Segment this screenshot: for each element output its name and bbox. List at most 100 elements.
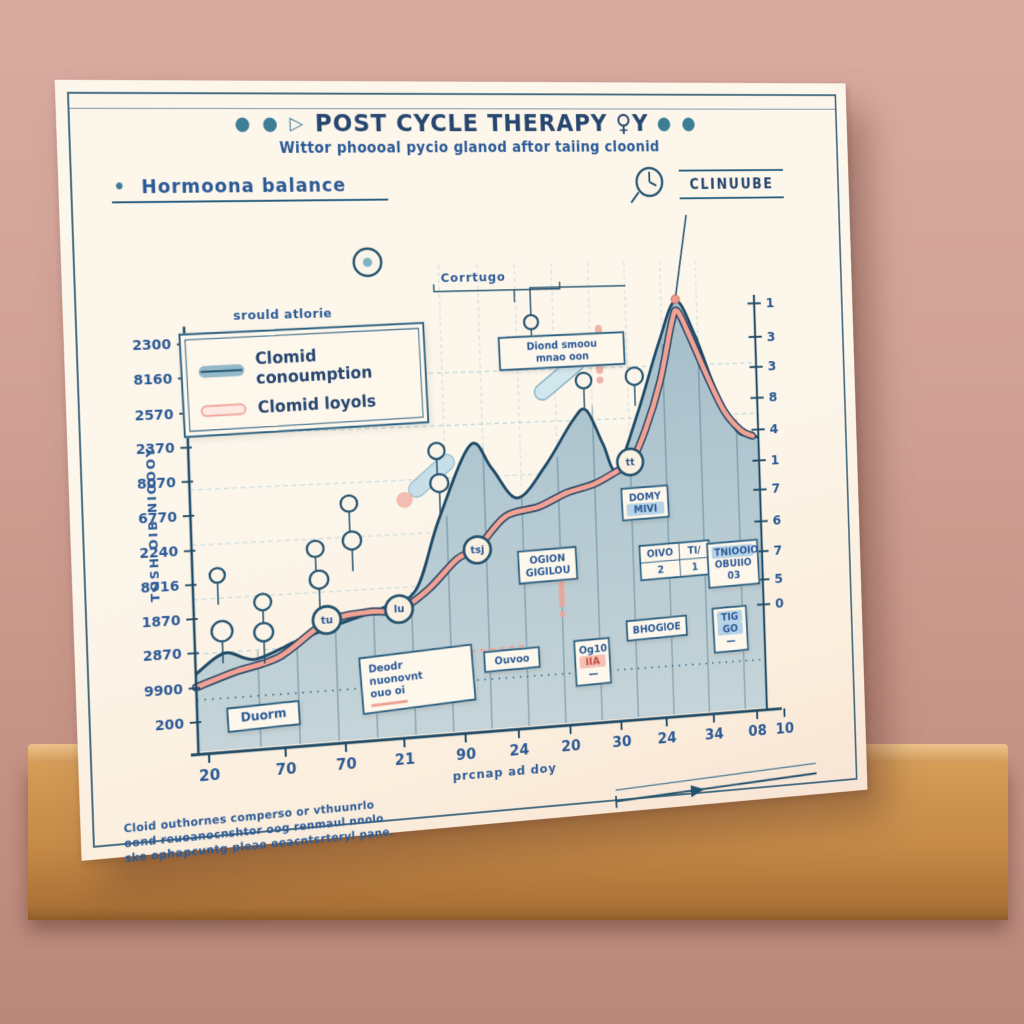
y-axis-tick-label: 9900 bbox=[144, 682, 184, 700]
annotation-box-diond: Diond smoou mnao oon bbox=[497, 331, 626, 372]
header-row: • Hormoona balance CLINUUBE bbox=[111, 162, 807, 212]
consumption-marker bbox=[342, 531, 361, 550]
y-axis-tick-label: 2370 bbox=[135, 441, 175, 458]
annotation-cell: 1 bbox=[679, 556, 710, 576]
x-axis-tick-label: 90 bbox=[456, 746, 476, 764]
consumption-marker bbox=[254, 622, 273, 641]
y-tick-right bbox=[757, 604, 770, 605]
lollipop-stick bbox=[440, 492, 441, 513]
y-axis-right-tick-label: 7 bbox=[771, 482, 780, 497]
y-axis-right-tick-label: 7 bbox=[773, 544, 782, 559]
peak-dot bbox=[671, 295, 680, 304]
title-text: POST CYCLE THERAPY ♀Y bbox=[314, 109, 649, 138]
y-axis-tick-label: 2870 bbox=[143, 647, 183, 665]
y-axis-tick-label: 200 bbox=[155, 716, 185, 734]
curve-marker-label: tt bbox=[626, 457, 635, 468]
x-axis-tick-label: 21 bbox=[395, 750, 416, 768]
y-axis-right-tick-label: 1 bbox=[770, 453, 779, 468]
annotation-line: Duorm bbox=[240, 706, 288, 726]
y-axis-right-tick-label: 4 bbox=[769, 422, 778, 437]
annotation-box-ogion: OGION GIGILOU bbox=[516, 545, 579, 586]
y-tick bbox=[189, 688, 200, 689]
annotation-line: BHOGlOE bbox=[632, 619, 682, 637]
annotation-box-ogio: Og10 IIA — bbox=[573, 636, 613, 687]
y-axis-tick-label: 6770 bbox=[138, 510, 178, 527]
lollipop-stick bbox=[584, 388, 585, 409]
x-axis-tick-label: 20 bbox=[199, 766, 221, 785]
y-axis-right-tick-label: 1 bbox=[766, 296, 775, 310]
consumption-marker bbox=[254, 593, 271, 610]
exclamation-icon-dot bbox=[596, 376, 604, 384]
x-axis-tick-label: 08 bbox=[748, 722, 767, 740]
x-axis-title: prcnap ad doy bbox=[453, 761, 557, 784]
curve-marker-label: tu bbox=[321, 615, 333, 627]
curve-marker-label: lu bbox=[394, 604, 405, 616]
x-axis-tick-label: 24 bbox=[509, 741, 529, 759]
consumption-marker bbox=[307, 540, 324, 557]
circle-dot-icon bbox=[353, 249, 381, 277]
gridline-v bbox=[514, 264, 521, 485]
legend-item-levels: Clomid loyols bbox=[200, 390, 413, 422]
y-axis-tick-label: 8716 bbox=[140, 579, 179, 597]
consumption-marker bbox=[211, 620, 233, 642]
x-axis-tick-label: 70 bbox=[275, 760, 296, 779]
y-axis-right-tick-label: 3 bbox=[768, 360, 777, 375]
connector-line bbox=[530, 286, 626, 316]
curve-marker bbox=[313, 606, 342, 635]
title-suffix-icons: ● ● bbox=[656, 113, 699, 134]
note-above-legend: srould atlorie bbox=[232, 306, 333, 324]
annotation-box-maoolo: TNIOOIO OBUIIO 03 bbox=[706, 538, 761, 589]
y-tick bbox=[187, 653, 198, 654]
y-tick bbox=[185, 585, 196, 586]
consumption-marker bbox=[309, 570, 328, 589]
chart-card: ● ● ▷ POST CYCLE THERAPY ♀Y ● ● Wittor p… bbox=[54, 79, 868, 865]
legend-inner: Clomid conoumption Clomid loyols bbox=[184, 327, 424, 432]
y-tick bbox=[190, 722, 201, 723]
legend-swatch-pink-line bbox=[200, 402, 247, 418]
y-axis-right-tick-label: 6 bbox=[772, 514, 781, 529]
x-axis-tick-label: 20 bbox=[561, 737, 581, 755]
clock-icon bbox=[628, 163, 669, 206]
annotation-line: — bbox=[588, 667, 599, 681]
annotation-cell: 2 bbox=[641, 559, 681, 580]
y-tick-right bbox=[753, 489, 766, 490]
annotation-line: GIGILOU bbox=[525, 563, 571, 580]
consumption-marker bbox=[209, 568, 225, 584]
y-tick bbox=[184, 551, 195, 552]
y-axis-right-tick-label: 8 bbox=[768, 391, 777, 406]
y-axis-tick-label: 2300 bbox=[132, 338, 172, 355]
lollipop-stick bbox=[349, 512, 350, 534]
y-axis-right-tick-label: 5 bbox=[774, 572, 783, 587]
corrtugo-label: Corrtugo bbox=[440, 270, 506, 286]
legend-box: Clomid conoumption Clomid loyols bbox=[178, 321, 430, 439]
lollipop-stick bbox=[218, 583, 219, 605]
area-clomid-consumption bbox=[183, 299, 767, 752]
annotation-box-minitable: OIVO TI/ 2 1 bbox=[638, 539, 712, 582]
clinuube-label: CLINUUBE bbox=[678, 168, 784, 200]
y-axis-tick-label: 1870 bbox=[141, 613, 181, 631]
x-axis-tick-label: 34 bbox=[705, 726, 724, 744]
clock-pointer-line bbox=[673, 215, 689, 299]
legend-swatch-blue-line bbox=[198, 363, 245, 379]
chart-plot: tulutsjtt2300816025702370807067702240871… bbox=[132, 212, 794, 785]
annotation-box-domy: DOMY MIVI bbox=[620, 484, 670, 522]
y-tick-right bbox=[752, 460, 765, 461]
consumption-marker bbox=[430, 474, 449, 493]
y-axis-right-tick-label: 0 bbox=[775, 597, 784, 612]
y-tick bbox=[183, 516, 194, 517]
title-prefix-icons: ● ● ▷ bbox=[234, 112, 307, 135]
lollipop-stick bbox=[635, 385, 636, 406]
page-subtitle: Wittor phoooal pycio glanod aftor taiing… bbox=[278, 137, 660, 157]
y-axis-right-tick-label: 3 bbox=[767, 330, 776, 344]
section-label-text: Hormoona balance bbox=[140, 174, 347, 198]
y-tick bbox=[182, 482, 193, 483]
x-axis-tick-label: 30 bbox=[612, 733, 632, 751]
x-axis-tick-label: 24 bbox=[658, 729, 678, 747]
header-right: CLINUUBE bbox=[628, 163, 784, 207]
y-axis-tick-label: 2240 bbox=[139, 545, 179, 562]
legend-item-consumption: Clomid conoumption bbox=[198, 342, 412, 392]
bullet-icon: • bbox=[113, 175, 127, 198]
y-tick-right bbox=[751, 429, 764, 430]
consumption-marker bbox=[428, 443, 445, 460]
